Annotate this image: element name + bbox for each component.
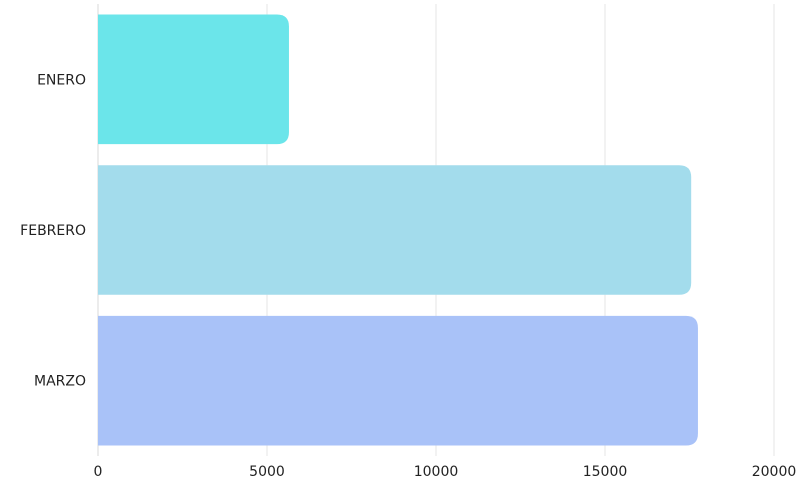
bar-febrero <box>98 165 692 295</box>
bar-enero <box>98 14 289 145</box>
x-axis-tick-labels: 0 5000 10000 15000 20000 <box>94 464 797 480</box>
category-labels: ENERO FEBRERO MARZO <box>20 72 86 389</box>
x-tick-label: 15000 <box>583 464 628 480</box>
x-tick-label: 5000 <box>249 464 285 480</box>
x-tick-label: 10000 <box>414 464 459 480</box>
x-tick-label: 20000 <box>752 464 797 480</box>
x-tick-label: 0 <box>94 464 103 480</box>
category-label: MARZO <box>34 374 86 390</box>
bar-marzo <box>98 315 698 446</box>
bars <box>98 14 698 446</box>
category-label: FEBRERO <box>20 223 86 239</box>
category-label: ENERO <box>37 72 86 88</box>
